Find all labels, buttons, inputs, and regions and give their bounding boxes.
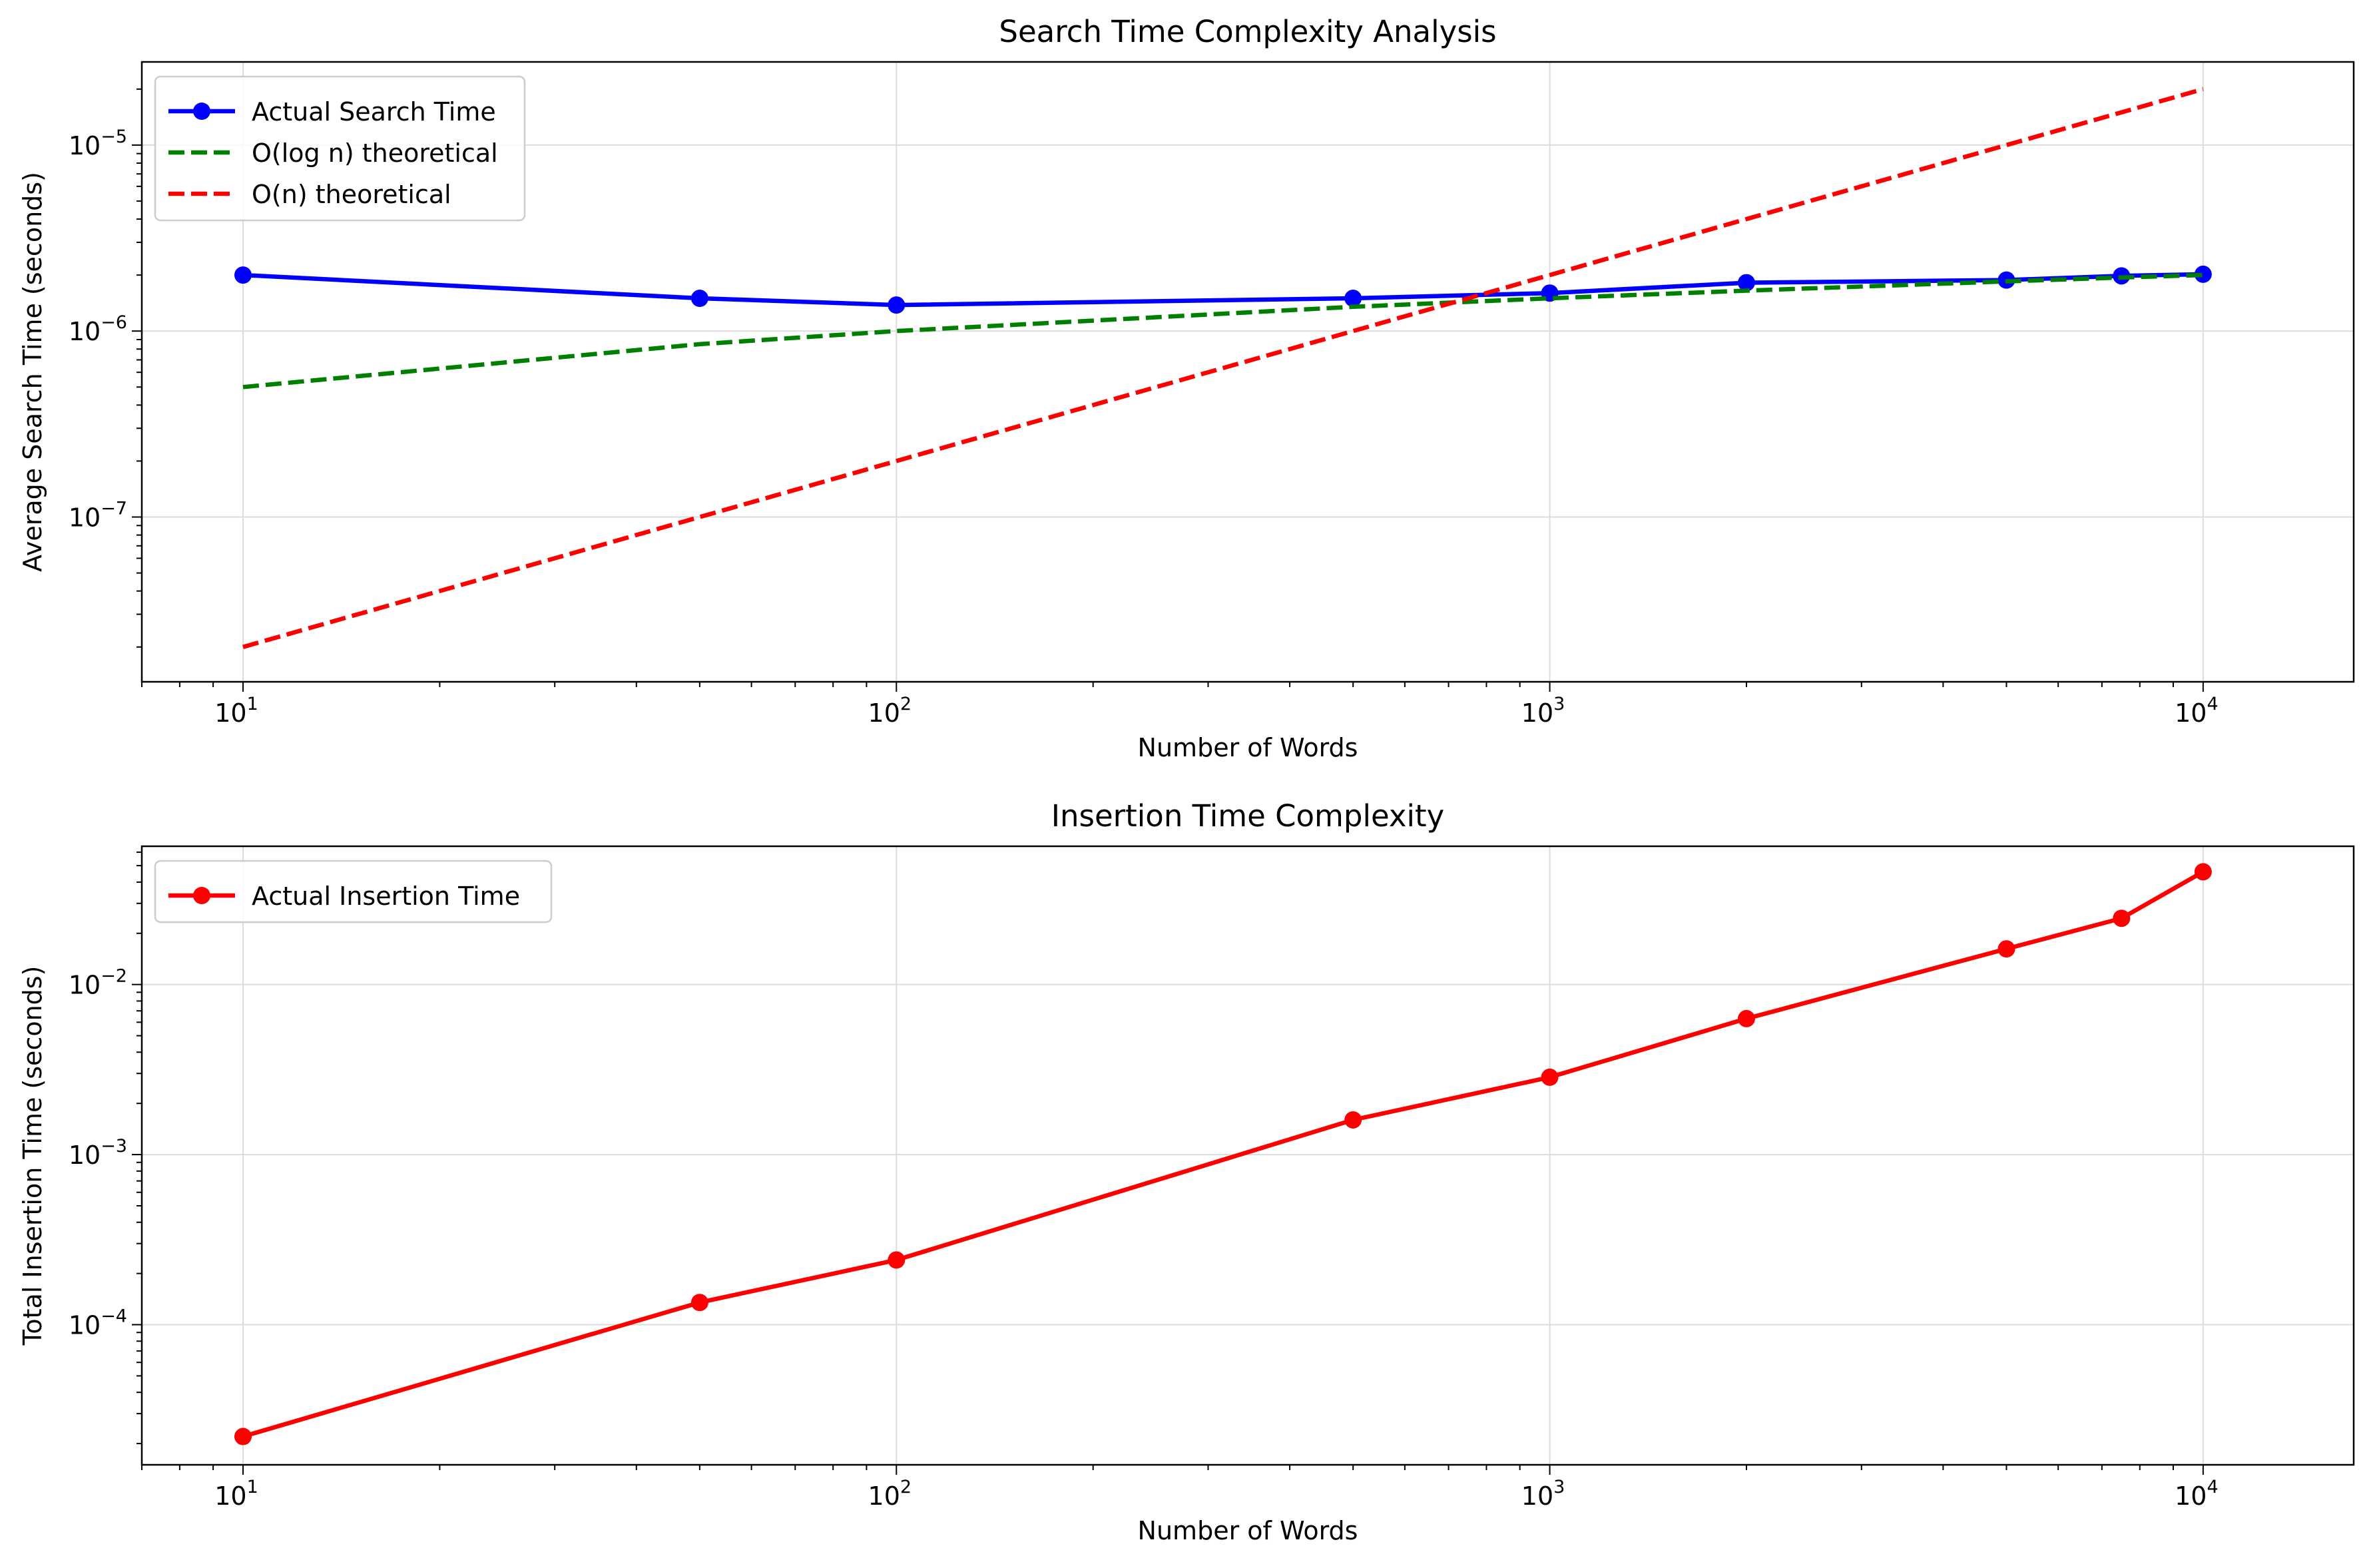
y-tick-label: 10−7: [69, 499, 127, 533]
y-tick-label: 10−3: [69, 1136, 127, 1170]
y-tick-label: 10−5: [69, 127, 127, 160]
x-tick-label: 101: [214, 1477, 258, 1511]
data-point-actual-insertion-time: [1541, 1068, 1559, 1086]
series-line-o-n-theoretical: [242, 87, 2204, 649]
data-point-actual-insertion-time: [1737, 1009, 1755, 1027]
x-tick-label: 104: [2175, 1477, 2219, 1511]
chart-title: Insertion Time Complexity: [1051, 798, 1445, 834]
y-axis-label: Total Insertion Time (seconds): [18, 966, 47, 1346]
legend-label: Actual Insertion Time: [252, 882, 520, 911]
data-point-actual-search-time: [2194, 265, 2212, 283]
x-tick-label: 102: [868, 1477, 912, 1511]
y-tick-label: 10−6: [69, 312, 127, 346]
legend-label: Actual Search Time: [252, 97, 496, 127]
data-point-actual-search-time: [1344, 290, 1362, 308]
data-point-actual-insertion-time: [888, 1251, 906, 1269]
chart-panel-1: 101 102 103 104 10−7 10−6 10−5 Search Time Comp…: [18, 14, 2355, 762]
x-axis-label: Number of Words: [1138, 733, 1358, 762]
data-point-actual-insertion-time: [690, 1294, 708, 1312]
legend-marker: [193, 887, 210, 904]
y-tick-label: 10−2: [69, 966, 127, 1000]
data-point-actual-search-time: [690, 290, 708, 308]
x-tick-label: 103: [1521, 694, 1565, 728]
data-point-actual-insertion-time: [1997, 940, 2015, 958]
data-point-actual-search-time: [1737, 274, 1755, 292]
legend-marker: [193, 103, 210, 120]
x-tick-label: 102: [868, 694, 912, 728]
legend: Actual Search Time O(log n) theoretical O(…: [154, 75, 526, 222]
data-point-actual-insertion-time: [2194, 863, 2212, 881]
legend-box: [154, 860, 553, 923]
data-point-actual-search-time: [888, 296, 906, 314]
x-tick-label: 101: [214, 694, 258, 728]
legend-box: [154, 75, 526, 222]
data-point-actual-insertion-time: [1344, 1111, 1362, 1129]
series-line-o-log-n-theoretical: [242, 272, 2203, 390]
data-point-actual-insertion-time: [234, 1428, 252, 1445]
data-point-actual-insertion-time: [2113, 910, 2131, 927]
y-axis-label: Average Search Time (seconds): [18, 172, 47, 572]
axes-frame: [140, 61, 2355, 683]
x-tick-label: 103: [1521, 1477, 1565, 1511]
axes-frame: [140, 845, 2355, 1466]
legend-label: O(n) theoretical: [252, 180, 451, 209]
chart-panel-2: 101 102 103 104 10−4 10−3 10−2 Insertion Time C…: [18, 798, 2355, 1545]
y-tick-label: 10−4: [69, 1306, 127, 1340]
x-axis-label: Number of Words: [1138, 1516, 1358, 1545]
legend: Actual Insertion Time: [154, 860, 553, 923]
data-point-actual-search-time: [234, 266, 252, 284]
x-tick-label: 104: [2175, 694, 2219, 728]
legend-label: O(log n) theoretical: [252, 138, 498, 168]
chart-title: Search Time Complexity Analysis: [999, 14, 1496, 49]
